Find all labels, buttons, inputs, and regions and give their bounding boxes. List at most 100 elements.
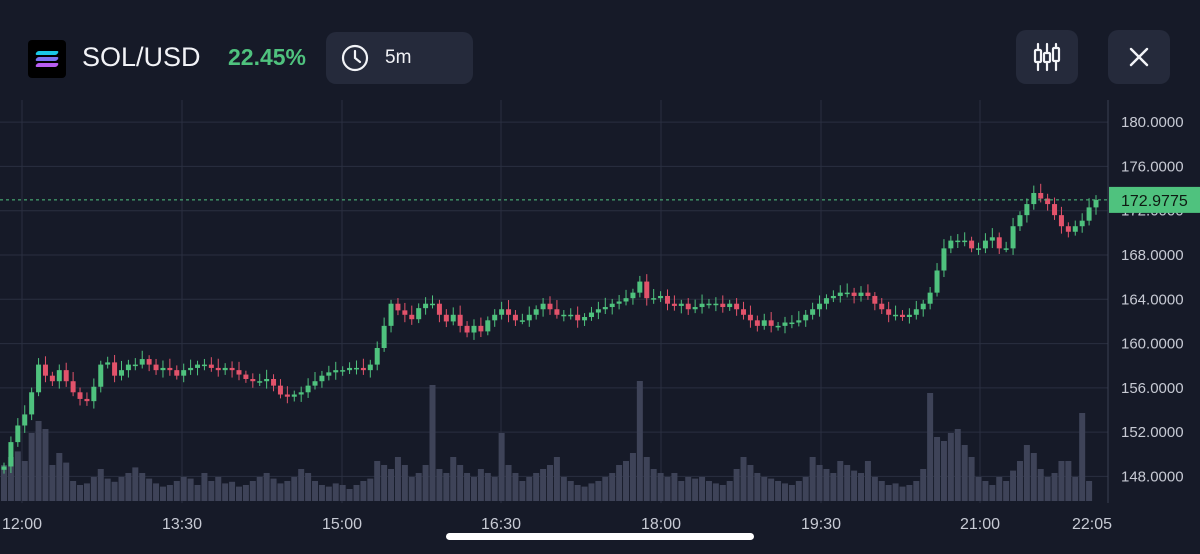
symbol-label[interactable]: SOL/USD bbox=[82, 42, 201, 72]
candle-body bbox=[1072, 226, 1078, 232]
x-tick-label: 21:00 bbox=[960, 516, 1000, 533]
volume-bar bbox=[1037, 469, 1044, 501]
volume-bar bbox=[947, 433, 954, 501]
candle-body bbox=[540, 303, 546, 310]
volume-bar bbox=[408, 477, 415, 501]
volume-bar bbox=[77, 485, 84, 501]
candle-body bbox=[471, 325, 477, 333]
candle-body bbox=[1065, 226, 1071, 232]
candle-body bbox=[305, 385, 311, 393]
volume-bar bbox=[968, 457, 975, 501]
candle-body bbox=[326, 372, 332, 376]
candle-body bbox=[139, 359, 145, 365]
volume-bar bbox=[788, 485, 795, 501]
candle-body bbox=[36, 364, 42, 393]
last-price-label: 172.9775 bbox=[1121, 193, 1188, 210]
volume-bar bbox=[1030, 453, 1037, 501]
close-button[interactable] bbox=[1108, 30, 1170, 84]
candle-body bbox=[70, 381, 76, 393]
volume-bar bbox=[726, 481, 733, 501]
last-price-badge bbox=[1109, 186, 1200, 213]
x-tick-label: 13:30 bbox=[162, 516, 202, 533]
volume-bar bbox=[491, 477, 498, 501]
volume-bar bbox=[809, 457, 816, 501]
candle-body bbox=[775, 325, 781, 328]
volume-bar bbox=[111, 481, 118, 501]
volume-bar bbox=[512, 473, 519, 501]
candle-body bbox=[568, 314, 574, 317]
candle-body bbox=[692, 307, 698, 310]
candle-body bbox=[844, 292, 850, 295]
candle-body bbox=[976, 248, 982, 250]
candle-body bbox=[236, 370, 242, 375]
volume-bar bbox=[1, 465, 7, 501]
candle-body bbox=[865, 292, 871, 296]
volume-bar bbox=[574, 485, 581, 501]
volume-bar bbox=[636, 381, 643, 501]
candle-body bbox=[506, 309, 512, 315]
candle-body bbox=[678, 303, 684, 306]
candle-body bbox=[602, 307, 608, 310]
volume-bar bbox=[643, 457, 650, 501]
volume-bar bbox=[1051, 473, 1058, 501]
volume-bar bbox=[623, 461, 630, 501]
volume-bar bbox=[505, 465, 512, 501]
candle-body bbox=[91, 386, 97, 402]
candle-body bbox=[533, 309, 539, 315]
x-tick-label: 15:00 bbox=[322, 516, 362, 533]
candle-body bbox=[512, 314, 518, 321]
volume-bar bbox=[657, 473, 664, 501]
candle-body bbox=[623, 298, 629, 302]
solana-logo-icon bbox=[28, 40, 66, 78]
candle-body bbox=[630, 292, 636, 299]
candle-body bbox=[796, 320, 802, 323]
candle-body bbox=[229, 367, 235, 371]
candle-body bbox=[561, 314, 567, 317]
volume-bar bbox=[97, 469, 104, 501]
candlestick-settings-icon bbox=[1033, 42, 1061, 72]
volume-bar bbox=[754, 473, 761, 501]
volume-bar bbox=[14, 451, 21, 501]
volume-bar bbox=[284, 481, 291, 501]
home-indicator[interactable] bbox=[446, 533, 754, 540]
volume-bar bbox=[470, 477, 477, 501]
volume-bar bbox=[180, 477, 187, 501]
candle-body bbox=[955, 240, 961, 243]
volume-bar bbox=[816, 465, 823, 501]
price-change-percent: 22.45% bbox=[228, 44, 307, 70]
candle-body bbox=[395, 303, 401, 311]
candle-body bbox=[913, 309, 919, 315]
candle-body bbox=[1031, 193, 1037, 205]
volume-bar bbox=[851, 470, 858, 501]
volume-bar bbox=[553, 457, 560, 501]
volume-bar bbox=[291, 477, 298, 501]
candle-body bbox=[720, 303, 726, 308]
candle-body bbox=[741, 309, 747, 315]
candle-body bbox=[526, 314, 532, 321]
volume-bar bbox=[692, 478, 699, 501]
candle-body bbox=[298, 392, 304, 395]
candle-body bbox=[872, 295, 878, 304]
indicator-settings-button[interactable] bbox=[1016, 30, 1078, 84]
volume-bar bbox=[56, 453, 63, 501]
volume-bar bbox=[235, 486, 242, 501]
volume-bar bbox=[394, 457, 401, 501]
candle-body bbox=[416, 308, 422, 320]
candle-body bbox=[167, 367, 173, 371]
candle-body bbox=[1024, 204, 1030, 216]
volume-bar bbox=[35, 421, 42, 501]
volume-bar bbox=[332, 483, 339, 501]
candle-body bbox=[56, 370, 62, 382]
candle-body bbox=[747, 314, 753, 321]
chart-header: SOL/USD 22.45% 5m bbox=[0, 0, 1200, 100]
candle-body bbox=[125, 364, 131, 371]
candle-body bbox=[858, 292, 864, 296]
volume-bar bbox=[768, 478, 775, 501]
volume-bar bbox=[526, 477, 533, 501]
timeframe-button[interactable]: 5m bbox=[326, 32, 473, 84]
volume-bar bbox=[685, 477, 692, 501]
volume-bar bbox=[139, 473, 146, 501]
volume-bar bbox=[477, 469, 484, 501]
volume-bar bbox=[346, 489, 353, 501]
